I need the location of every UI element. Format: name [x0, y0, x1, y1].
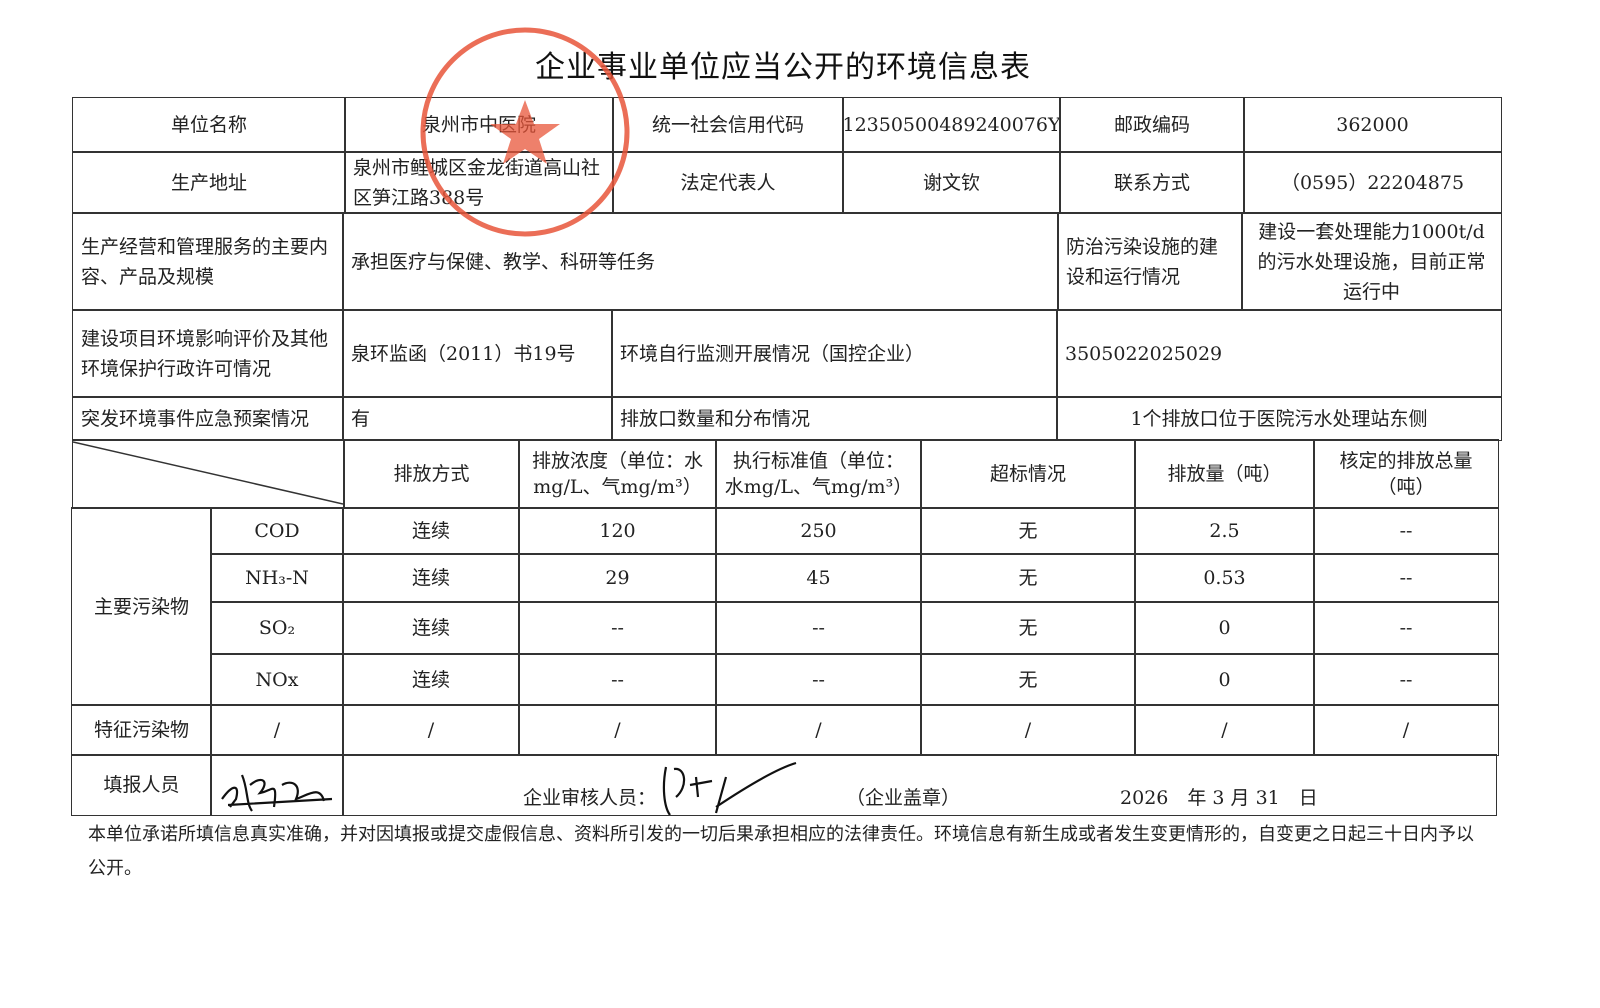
- special-pollutant-cell: /: [342, 704, 520, 756]
- contact: （0595）22204875: [1243, 151, 1502, 214]
- pollutant-exceed: 无: [920, 601, 1136, 655]
- pollutant-amount: 0: [1134, 653, 1315, 706]
- legal-rep-label: 法定代表人: [612, 151, 844, 214]
- header-method: 排放方式: [343, 439, 520, 509]
- fill-date: 2026 年 3 月 31 日: [1120, 787, 1318, 809]
- pollutant-exceed: 无: [920, 553, 1136, 603]
- credit-code-label: 统一社会信用代码: [612, 97, 844, 153]
- monitor-label: 环境自行监测开展情况（国控企业）: [611, 309, 1058, 398]
- filler-signature: [210, 754, 344, 816]
- address: 泉州市鲤城区金龙街道高山社区笋江路388号: [344, 151, 614, 214]
- postcode-label: 邮政编码: [1059, 97, 1245, 153]
- special-pollutants-label: 特征污染物: [71, 704, 212, 756]
- special-pollutant-cell: /: [1134, 704, 1315, 756]
- business-label: 生产经营和管理服务的主要内容、产品及规模: [72, 212, 344, 311]
- pollutant-name: COD: [210, 507, 344, 555]
- pollutant-exceed: 无: [920, 653, 1136, 706]
- reviewer-signature: [662, 761, 797, 815]
- header-standard: 执行标准值（单位：水mg/L、气mg/m³）: [715, 439, 922, 509]
- pollutant-exceed: 无: [920, 507, 1136, 555]
- pollutant-total: --: [1313, 507, 1499, 555]
- pollutant-total: --: [1313, 601, 1499, 655]
- address-label: 生产地址: [72, 151, 346, 214]
- pollutant-name: NOx: [210, 653, 344, 706]
- main-pollutants-label: 主要污染物: [71, 507, 212, 706]
- header-concentration: 排放浓度（单位：水mg/L、气mg/m³）: [518, 439, 717, 509]
- emergency-label: 突发环境事件应急预案情况: [72, 396, 344, 441]
- outlet: 1个排放口位于医院污水处理站东侧: [1056, 396, 1502, 441]
- pollutant-standard: --: [715, 653, 922, 706]
- pollutant-total: --: [1313, 653, 1499, 706]
- special-pollutant-cell: /: [920, 704, 1136, 756]
- commitment-note: 本单位承诺所填信息真实准确，并对因填报或提交虚假信息、资料所引发的一切后果承担相…: [88, 824, 1474, 879]
- pollutant-name: NH₃-N: [210, 553, 344, 603]
- special-pollutant-cell: /: [1313, 704, 1499, 756]
- pollutant-conc: --: [518, 601, 717, 655]
- eia: 泉环监函（2011）书19号: [342, 309, 613, 398]
- monitor: 3505022025029: [1056, 309, 1502, 398]
- pollutant-conc: --: [518, 653, 717, 706]
- seal-label: （企业盖章）: [846, 787, 961, 809]
- pollutant-conc: 120: [518, 507, 717, 555]
- facility: 建设一套处理能力1000t/d的污水处理设施，目前正常运行中: [1241, 212, 1502, 311]
- page-title: 企业事业单位应当公开的环境信息表: [535, 50, 1031, 85]
- special-pollutant-cell: /: [210, 704, 344, 756]
- pollutant-standard: 250: [715, 507, 922, 555]
- special-pollutant-cell: /: [518, 704, 717, 756]
- star-icon: [490, 100, 560, 164]
- pollutant-method: 连续: [342, 653, 520, 706]
- pollutant-amount: 0.53: [1134, 553, 1315, 603]
- pollutant-name: SO₂: [210, 601, 344, 655]
- unit-name-label: 单位名称: [72, 97, 346, 153]
- postcode: 362000: [1243, 97, 1502, 153]
- pollutant-method: 连续: [342, 553, 520, 603]
- header-amount: 排放量（吨）: [1134, 439, 1315, 509]
- pollutant-method: 连续: [342, 601, 520, 655]
- pollutant-standard: --: [715, 601, 922, 655]
- pollutant-amount: 0: [1134, 601, 1315, 655]
- business: 承担医疗与保健、教学、科研等任务: [342, 212, 1059, 311]
- contact-label: 联系方式: [1059, 151, 1245, 214]
- legal-rep: 谢文钦: [842, 151, 1061, 214]
- pollutant-total: --: [1313, 553, 1499, 603]
- special-pollutant-cell: /: [715, 704, 922, 756]
- header-exceed: 超标情况: [920, 439, 1136, 509]
- review-cell: 企业审核人员： （企业盖章） 2026 年 3 月 31 日: [342, 754, 1497, 816]
- pollutant-standard: 45: [715, 553, 922, 603]
- official-stamp: [420, 27, 630, 237]
- filler-label: 填报人员: [71, 754, 212, 816]
- header-total: 核定的排放总量（吨）: [1313, 439, 1499, 509]
- diagonal-header-cell: [72, 439, 345, 509]
- outlet-label: 排放口数量和分布情况: [611, 396, 1058, 441]
- credit-code: 12350500489240076Y: [842, 97, 1061, 153]
- pollutant-method: 连续: [342, 507, 520, 555]
- facility-label: 防治污染设施的建设和运行情况: [1057, 212, 1243, 311]
- emergency: 有: [342, 396, 613, 441]
- eia-label: 建设项目环境影响评价及其他环境保护行政许可情况: [72, 309, 344, 398]
- pollutant-amount: 2.5: [1134, 507, 1315, 555]
- pollutant-conc: 29: [518, 553, 717, 603]
- reviewer-label: 企业审核人员：: [523, 787, 657, 809]
